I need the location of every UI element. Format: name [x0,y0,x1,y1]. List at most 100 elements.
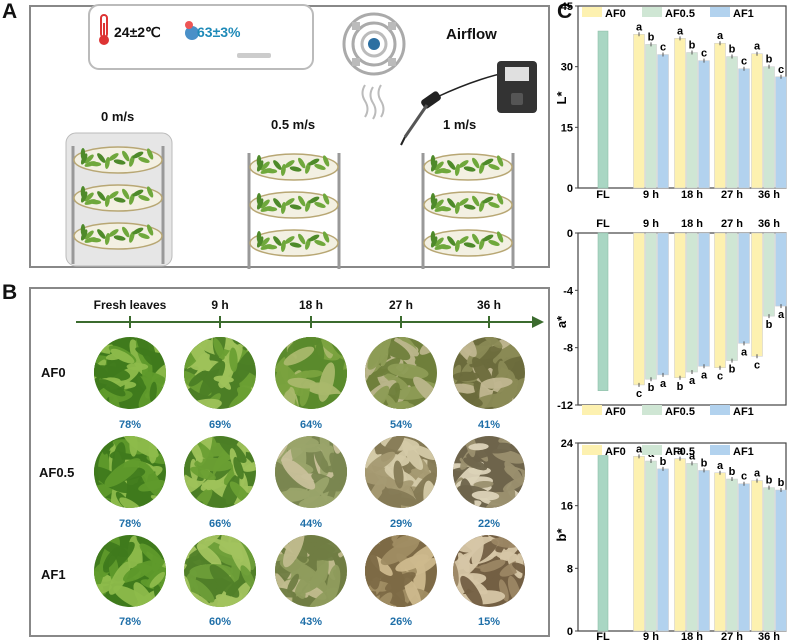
bar-AF0.5-9h [645,44,657,189]
significance-letter: a [778,309,785,321]
airflow-label: Airflow [446,26,497,43]
significance-letter: c [741,56,747,68]
y-tick-label: 16 [561,501,573,513]
legend-label: AF0.5 [665,8,695,20]
significance-letter: c [741,471,747,483]
leaf [434,168,447,174]
leaf-sample-photo [184,436,256,508]
humidity-icon [185,21,199,40]
bar-AF0.5-27h [726,56,738,189]
leaf-sample-photo [365,535,437,607]
leaf [273,160,282,170]
fan-icon [342,12,406,120]
significance-letter: b [689,40,696,52]
tray-rack-af0 [65,132,173,267]
y-tick-label: 30 [561,62,573,74]
timepoint-label: 18 h [298,298,323,312]
leaf [434,199,444,209]
y-tick-label: -12 [557,400,573,412]
legend-label: AF0.5 [665,406,695,418]
leaf [260,206,273,212]
significance-letter: a [754,468,761,480]
significance-letter: b [778,477,785,489]
bar-AF0.5-36h [763,232,775,317]
leaf [458,160,469,168]
leaf [284,160,295,168]
y-tick-label: 8 [567,563,573,575]
y-axis-label: a* [556,315,569,328]
leaf [298,195,306,207]
significance-letter: b [677,381,684,393]
significance-letter: a [677,446,684,458]
leaf [488,202,500,208]
significance-letter: c [636,388,642,400]
leaf [256,198,264,210]
panel-c-letter: C [557,0,573,23]
legend-swatch [710,7,730,17]
row-label-af0: AF0 [41,365,66,380]
bar-AF0-9h [633,456,645,632]
leaf [84,199,97,205]
leaf [447,236,456,246]
leaf [496,231,504,243]
moisture-value: 29% [389,518,413,530]
legend-swatch [642,7,662,17]
moisture-value: 78% [118,616,142,628]
speed-label-1: 0.5 m/s [271,117,316,132]
leaf [308,234,320,242]
leaf [434,206,447,212]
leaf [80,191,88,203]
bar-AF0.5-9h [645,232,657,380]
bar-AF0.5-27h [726,478,738,632]
legend-swatch [710,445,730,455]
leaf [488,164,500,170]
leaf [138,233,150,239]
bar-AF0-18h [674,458,686,632]
bar-fl [597,455,609,632]
x-tick-label: 9 h [643,631,659,642]
row-label-af1: AF1 [41,567,66,582]
timepoint-label: Fresh leaves [93,298,167,312]
significance-letter: a [636,21,643,33]
panel-a-letter: A [2,0,18,23]
leaf [256,160,264,172]
leaf [97,153,106,163]
y-tick-label: 15 [561,122,573,134]
significance-letter: a [754,41,761,53]
leaf [260,244,273,250]
leaf [308,158,320,166]
significance-letter: b [729,44,736,56]
panel-b-letter: B [2,281,18,304]
x-tick-label: FL [596,631,610,642]
leaf-sample-photo [94,436,166,508]
bar-AF0.5-18h [686,52,698,189]
panel-a-frame: 24±2℃ 63±3% Airflow 0 m/s 0.5 m/s 1 m/s [29,4,550,269]
bar-AF1-36h [775,76,787,189]
leaf [289,242,302,248]
significance-letter: b [701,457,708,469]
y-tick-label: 0 [567,183,573,195]
leaf [322,193,330,205]
legend-swatch [642,405,662,415]
bar-AF0-18h [674,232,686,379]
significance-letter: b [648,31,655,43]
significance-letter: c [717,371,723,383]
leaf [132,189,144,197]
leaf [132,151,144,159]
leaf [322,231,330,243]
leaf [84,192,94,202]
tray-rack-af05 [247,153,341,269]
tray-rack-af1 [421,153,515,269]
leaf [434,244,447,250]
leaf [97,229,106,239]
bar-AF0-9h [633,34,645,189]
leaf [430,198,438,210]
significance-letter: a [717,460,724,472]
leaf [122,150,130,162]
moisture-value: 69% [208,419,232,431]
bar-AF0-27h [714,472,726,632]
leaf [482,158,494,166]
